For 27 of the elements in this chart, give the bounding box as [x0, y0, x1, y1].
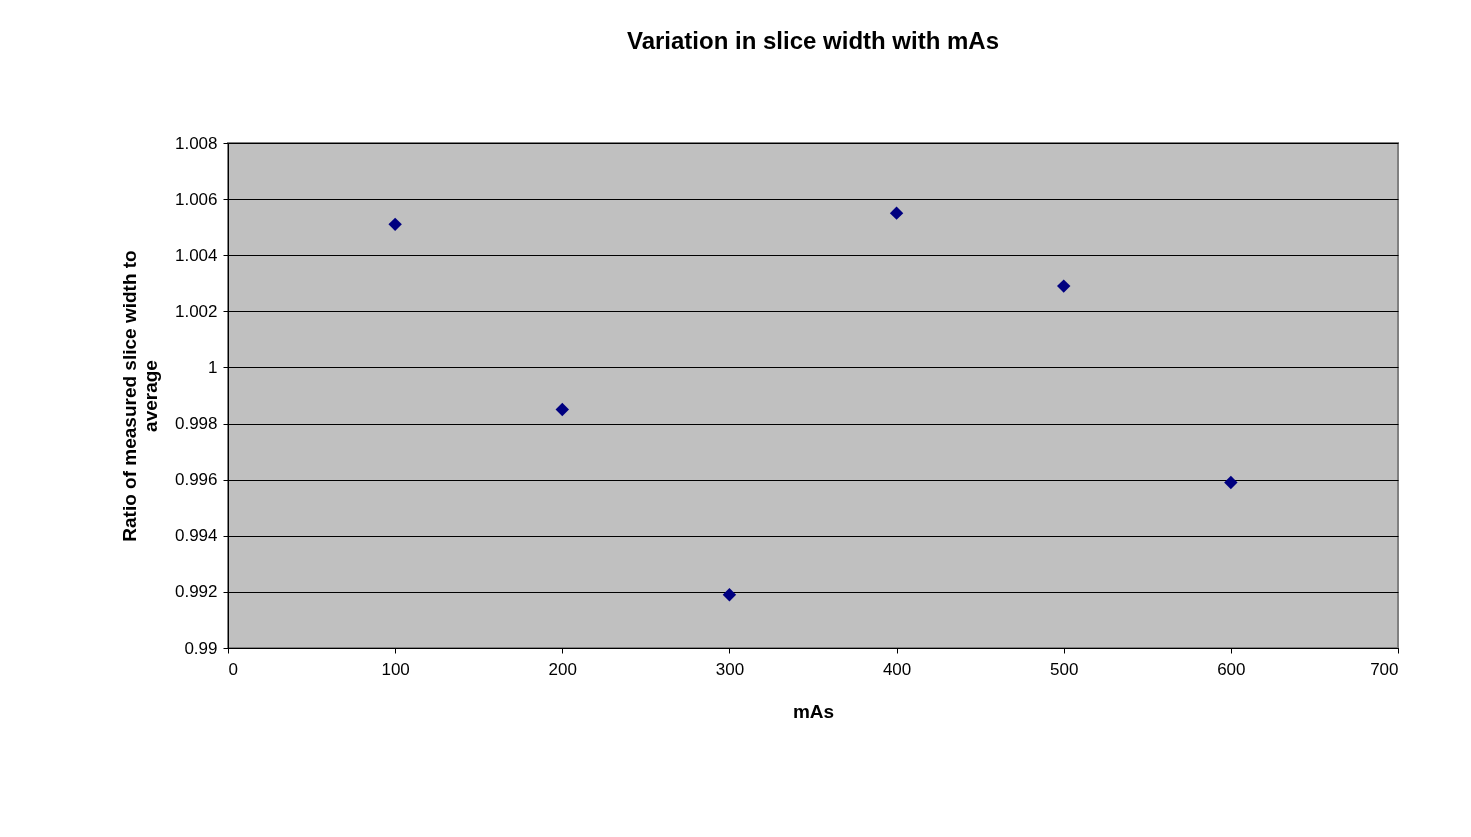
x-tick-label: 200 [548, 659, 577, 679]
x-tick-label: 400 [882, 659, 912, 679]
y-tick-label: 1.002 [174, 301, 218, 321]
x-tick-label: 300 [715, 659, 745, 679]
y-tick-label: 0.99 [184, 638, 218, 658]
x-tick-label: 100 [381, 659, 410, 679]
point [1224, 475, 1238, 490]
y-tick-label: 0.996 [174, 470, 218, 490]
x-axis-title: mAs [792, 700, 835, 722]
y-tick-label: 1.006 [174, 189, 218, 209]
y-tick-label: 1 [208, 357, 218, 377]
point [722, 587, 737, 602]
x-tick-label: 700 [1370, 659, 1399, 679]
chart-title: Variation in slice width with mAs [626, 27, 1000, 54]
x-tick-label: 0 [228, 659, 238, 679]
point [1057, 279, 1071, 293]
y-tick-label: 0.992 [174, 582, 218, 602]
y-axis-title: Ratio of measured slice width to average [118, 250, 161, 542]
x-tick-label: 500 [1050, 659, 1079, 679]
point [388, 217, 402, 232]
y-tick-label: 1.004 [174, 245, 218, 265]
y-tick-label: 0.998 [174, 414, 218, 434]
point [889, 206, 904, 220]
y-tick-label: 1.008 [174, 133, 218, 153]
point [555, 402, 569, 417]
y-tick-label: 0.994 [174, 526, 218, 546]
x-tick-label: 600 [1217, 659, 1246, 679]
